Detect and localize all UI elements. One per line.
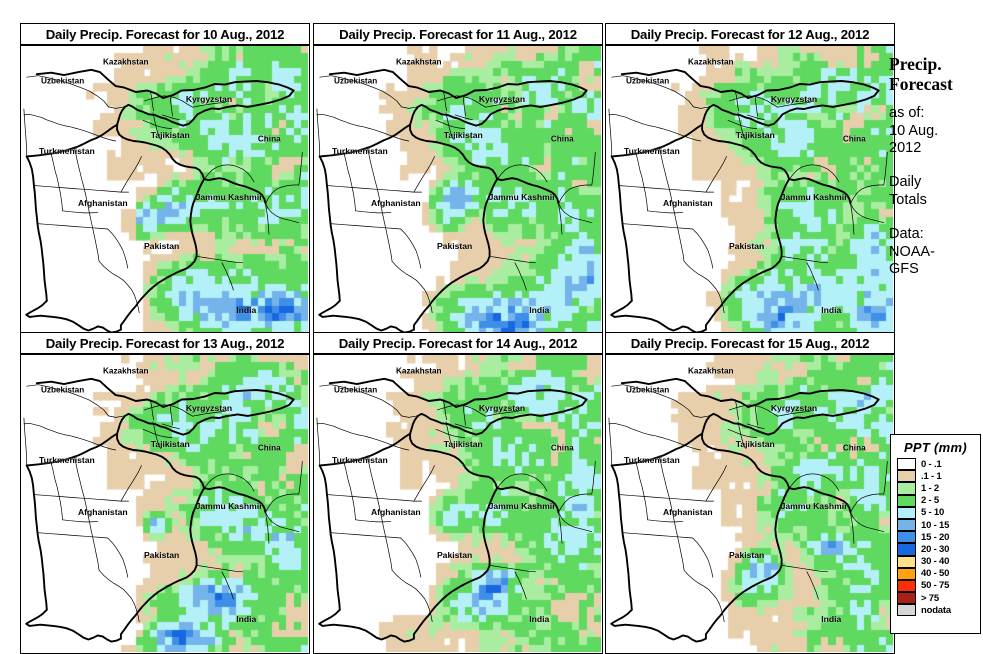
panel-10aug: Daily Precip. Forecast for 10 Aug., 2012… <box>20 23 310 345</box>
legend-swatch <box>897 482 916 495</box>
panel-title: Daily Precip. Forecast for 14 Aug., 2012 <box>313 332 603 354</box>
legend-row[interactable]: 5 - 10 <box>897 506 980 519</box>
legend-swatch <box>897 604 916 617</box>
panel-12aug: Daily Precip. Forecast for 12 Aug., 2012… <box>605 23 895 345</box>
legend-label: 2 - 5 <box>921 495 940 507</box>
legend-swatch <box>897 494 916 507</box>
legend-row[interactable]: 1 - 2 <box>897 482 980 495</box>
legend-row[interactable]: nodata <box>897 604 980 617</box>
sidebar-period: Daily Totals <box>889 174 983 209</box>
sidebar-asof: as of: 10 Aug. 2012 <box>889 105 983 157</box>
precip-map[interactable]: Kazakhstan Uzbekistan Kyrgyzstan Tajikistan… <box>605 45 895 345</box>
precip-map[interactable]: Kazakhstan Uzbekistan Kyrgyzstan Tajikistan… <box>313 45 603 345</box>
legend-title: PPT (mm) <box>903 440 968 455</box>
legend-label: 5 - 10 <box>921 507 945 519</box>
sidebar-asof-line3: 2012 <box>889 139 922 156</box>
legend-label: 1 - 2 <box>921 482 940 494</box>
country-borders <box>316 377 596 643</box>
panel-title: Daily Precip. Forecast for 11 Aug., 2012 <box>313 23 603 45</box>
legend-label: 50 - 75 <box>921 580 950 592</box>
precip-map[interactable]: Kazakhstan Uzbekistan Kyrgyzstan Tajikistan… <box>20 354 310 654</box>
legend-label: 15 - 20 <box>921 531 950 543</box>
legend-label: > 75 <box>921 592 939 604</box>
legend-swatch <box>897 555 916 568</box>
legend-label: 20 - 30 <box>921 543 950 555</box>
panel-13aug: Daily Precip. Forecast for 13 Aug., 2012… <box>20 332 310 654</box>
legend-swatch <box>897 567 916 580</box>
country-borders <box>608 68 888 334</box>
precip-map[interactable]: Kazakhstan Uzbekistan Kyrgyzstan Tajikistan… <box>313 354 603 654</box>
panel-14aug: Daily Precip. Forecast for 14 Aug., 2012… <box>313 332 603 654</box>
legend-label: .1 - 1 <box>921 470 942 482</box>
panel-title: Daily Precip. Forecast for 15 Aug., 2012 <box>605 332 895 354</box>
sidebar: Precip. Forecast as of: 10 Aug. 2012 Daily Tot… <box>889 54 983 278</box>
legend-swatch <box>897 470 916 483</box>
panel-11aug: Daily Precip. Forecast for 11 Aug., 2012… <box>313 23 603 345</box>
legend-swatch <box>897 518 916 532</box>
sidebar-title-line2: Forecast <box>889 73 953 94</box>
legend-row[interactable]: .1 - 1 <box>897 470 980 483</box>
legend-label: 0 - .1 <box>921 458 942 470</box>
legend-swatch <box>897 458 916 471</box>
legend-swatch <box>897 506 916 519</box>
sidebar-period-line2: Totals <box>889 191 927 208</box>
panel-title: Daily Precip. Forecast for 10 Aug., 2012 <box>20 23 310 45</box>
sidebar-data-line1: Data: <box>889 226 924 243</box>
legend-row[interactable]: 40 - 50 <box>897 567 980 580</box>
legend-row[interactable]: 0 - .1 <box>897 458 980 471</box>
legend-row[interactable]: 20 - 30 <box>897 543 980 556</box>
sidebar-asof-line2: 10 Aug. <box>889 122 939 139</box>
legend-row[interactable]: > 75 <box>897 592 980 605</box>
precip-map[interactable]: Kazakhstan Uzbekistan Kyrgyzstan Tajikistan… <box>605 354 895 654</box>
sidebar-title: Precip. Forecast <box>889 54 983 94</box>
sidebar-data-line2: NOAA- <box>889 243 935 260</box>
sidebar-period-line1: Daily <box>889 174 922 191</box>
legend-row[interactable]: 2 - 5 <box>897 494 980 507</box>
country-borders <box>23 377 303 643</box>
panel-15aug: Daily Precip. Forecast for 15 Aug., 2012… <box>605 332 895 654</box>
legend-row[interactable]: 10 - 15 <box>897 518 980 532</box>
legend-label: 40 - 50 <box>921 568 950 580</box>
panel-title: Daily Precip. Forecast for 12 Aug., 2012 <box>605 23 895 45</box>
country-borders <box>608 377 888 643</box>
sidebar-data-line3: GFS <box>889 260 919 277</box>
sidebar-asof-line1: as of: <box>889 105 925 122</box>
legend-label: 30 - 40 <box>921 556 950 568</box>
legend-label: nodata <box>921 604 951 616</box>
country-borders <box>23 68 303 334</box>
legend-swatch <box>897 592 916 605</box>
legend-label: 10 - 15 <box>921 519 950 531</box>
sidebar-title-line1: Precip. <box>889 54 942 74</box>
precip-map[interactable]: Kazakhstan Uzbekistan Kyrgyzstan Tajikistan… <box>20 45 310 345</box>
legend-row[interactable]: 30 - 40 <box>897 555 980 568</box>
legend-swatch <box>897 531 916 544</box>
panel-title: Daily Precip. Forecast for 13 Aug., 2012 <box>20 332 310 354</box>
legend-swatch <box>897 543 916 556</box>
legend-row[interactable]: 15 - 20 <box>897 531 980 544</box>
legend-row[interactable]: 50 - 75 <box>897 579 980 593</box>
sidebar-data-source: Data: NOAA- GFS <box>889 226 983 278</box>
legend-swatch <box>897 579 916 593</box>
country-borders <box>316 68 596 334</box>
